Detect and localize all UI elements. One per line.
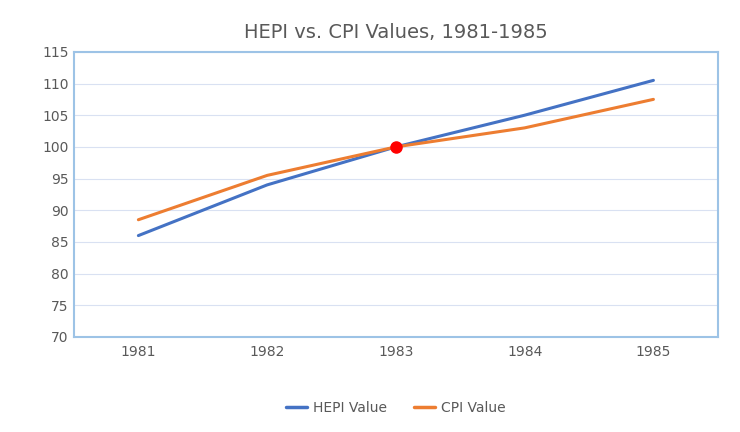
HEPI Value [391,144,400,149]
CPI Value [134,217,143,222]
HEPI Value [649,78,658,83]
Title: HEPI vs. CPI Values, 1981-1985: HEPI vs. CPI Values, 1981-1985 [244,23,548,42]
Legend: HEPI Value, CPI Value: HEPI Value, CPI Value [280,395,511,420]
CPI Value [520,125,529,130]
Line: HEPI Value: HEPI Value [138,80,653,235]
Line: CPI Value: CPI Value [138,99,653,220]
CPI Value [649,97,658,102]
HEPI Value [263,182,272,187]
CPI Value [391,144,400,149]
CPI Value [263,173,272,178]
HEPI Value [134,233,143,238]
HEPI Value [520,113,529,118]
